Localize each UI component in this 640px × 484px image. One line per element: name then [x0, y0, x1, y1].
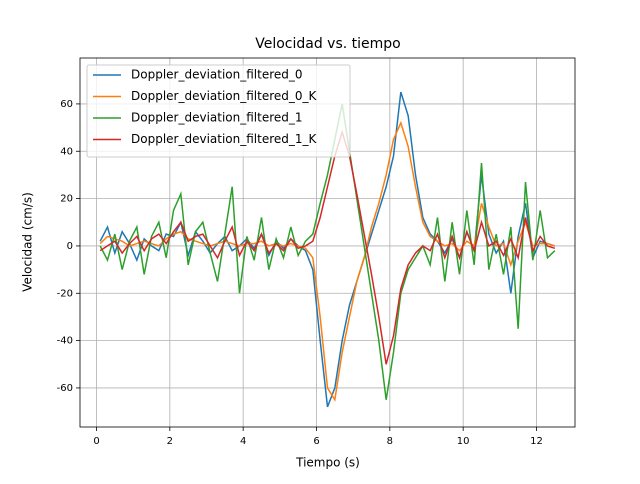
legend-label: Doppler_deviation_filtered_0: [131, 68, 303, 82]
x-tick-label: 2: [167, 436, 173, 447]
legend-label: Doppler_deviation_filtered_1_K: [131, 132, 318, 146]
y-tick-label: 60: [60, 99, 73, 110]
chart-title: Velocidad vs. tiempo: [255, 36, 401, 52]
x-tick-label: 6: [313, 436, 319, 447]
x-tick-label: 4: [240, 436, 246, 447]
data-line: [99, 129, 556, 365]
y-tick-label: -20: [57, 288, 73, 299]
x-tick-label: 10: [457, 436, 470, 447]
data-line: [99, 103, 556, 400]
y-tick-label: 40: [60, 146, 73, 157]
data-line: [99, 120, 556, 402]
y-tick-label: -40: [57, 336, 73, 347]
y-axis-label: Velocidad (cm/s): [21, 192, 35, 292]
legend-label: Doppler_deviation_filtered_1: [131, 111, 303, 125]
legend-box: [86, 64, 351, 158]
y-tick-label: -60: [57, 383, 73, 394]
legend-label: Doppler_deviation_filtered_0_K: [131, 89, 318, 103]
y-tick-label: 20: [60, 194, 73, 205]
x-tick-label: 12: [530, 436, 543, 447]
x-tick-label: 8: [387, 436, 393, 447]
plot-frame: [79, 57, 576, 428]
y-tick-label: 0: [67, 241, 73, 252]
x-tick-label: 0: [93, 436, 99, 447]
x-axis-label: Tiempo (s): [295, 456, 360, 470]
